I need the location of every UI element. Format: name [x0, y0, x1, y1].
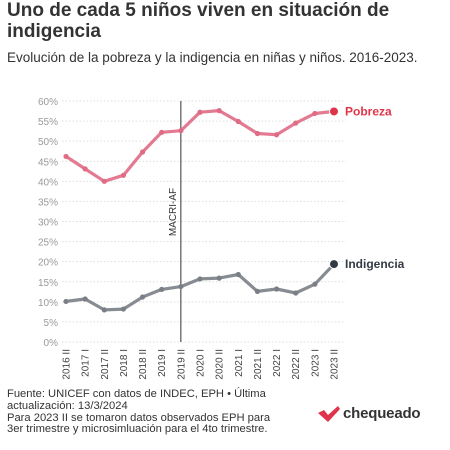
y-tick-label: 5% — [44, 318, 59, 329]
y-tick-label: 55% — [38, 117, 58, 128]
x-tick-label: 2019 I — [157, 349, 168, 377]
y-tick-label: 15% — [38, 278, 58, 289]
data-point — [312, 281, 318, 287]
y-tick-label: 45% — [38, 157, 58, 168]
y-tick-label: 60% — [38, 97, 58, 108]
chart-title: Uno de cada 5 niños viven en situación d… — [7, 0, 390, 42]
data-point — [139, 149, 146, 155]
check-icon — [318, 405, 340, 422]
source-line-4: 3er trimestre y microsimluación para el … — [7, 423, 268, 436]
x-tick-label: 2023 I — [310, 349, 321, 377]
y-tick-label: 50% — [38, 137, 58, 148]
x-tick-label: 2018 II — [138, 349, 149, 380]
series-line — [64, 262, 336, 312]
data-point — [235, 118, 241, 125]
data-point — [273, 286, 280, 292]
data-point — [235, 271, 241, 278]
data-point — [273, 132, 280, 138]
x-tick-label: 2016 II — [62, 349, 73, 380]
data-point — [254, 130, 261, 137]
y-tick-label: 35% — [38, 197, 58, 208]
data-point — [329, 106, 339, 117]
y-tick-label: 0% — [44, 338, 59, 349]
data-point — [101, 178, 107, 184]
data-point — [120, 306, 127, 312]
data-point — [329, 259, 339, 270]
x-tick-label: 2017 I — [81, 349, 92, 377]
data-point — [82, 166, 88, 172]
data-point — [293, 120, 299, 126]
data-point — [197, 109, 203, 115]
annotation-label: MACRI-AF — [168, 188, 179, 236]
y-tick-label: 25% — [38, 238, 58, 249]
data-point — [312, 110, 318, 117]
data-point — [197, 276, 203, 282]
x-tick-label: 2021 I — [234, 349, 245, 377]
chart-subtitle: Evolución de la pobreza y la indigencia … — [7, 50, 418, 65]
series-label: Pobreza — [345, 104, 392, 118]
x-tick-label: 2017 II — [100, 349, 111, 380]
data-point — [178, 128, 184, 134]
source-note: Fuente: UNICEF con datos de INDEC, EPH •… — [7, 388, 307, 436]
data-point — [120, 172, 127, 178]
data-point — [216, 108, 222, 114]
y-tick-label: 30% — [38, 218, 58, 229]
data-point — [293, 290, 299, 296]
data-point — [63, 153, 69, 160]
series-label: Indigencia — [345, 257, 405, 271]
logo-text: chequeado — [343, 405, 421, 422]
x-tick-label: 2020 II — [215, 349, 226, 380]
source-line-3: Para 2023 II se tomaron datos observados… — [7, 411, 271, 424]
x-tick-label: 2021 II — [253, 349, 264, 380]
chequeado-logo: chequeado — [318, 405, 421, 422]
data-point — [159, 286, 165, 292]
x-tick-label: 2022 I — [272, 349, 283, 377]
data-point — [139, 294, 146, 300]
x-tick-label: 2019 II — [176, 349, 187, 380]
data-point — [63, 298, 69, 305]
data-point — [254, 288, 261, 294]
data-point — [159, 129, 165, 135]
y-tick-label: 40% — [38, 177, 58, 188]
x-tick-label: 2023 II — [330, 349, 341, 380]
y-tick-label: 20% — [38, 258, 58, 269]
data-point — [101, 307, 107, 313]
data-point — [178, 283, 184, 290]
y-tick-label: 10% — [38, 298, 58, 309]
source-line-1: Fuente: UNICEF con datos de INDEC, EPH •… — [7, 388, 266, 400]
data-point — [82, 296, 88, 302]
data-point — [216, 275, 222, 281]
x-tick-label: 2020 I — [196, 349, 207, 377]
x-tick-label: 2018 I — [119, 349, 130, 377]
source-line-2: actualización: 13/3/2024 — [7, 399, 128, 412]
x-tick-label: 2022 II — [291, 349, 302, 380]
